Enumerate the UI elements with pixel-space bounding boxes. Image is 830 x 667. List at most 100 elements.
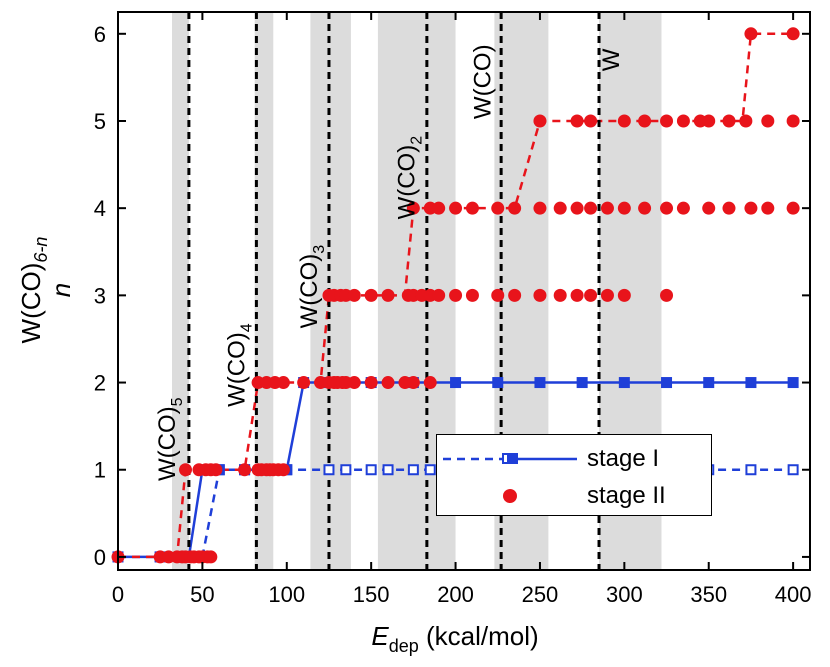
data-point-stage1-open (340, 464, 352, 476)
legend: stage I stage II (436, 434, 712, 516)
shaded-band (172, 12, 189, 570)
data-point-stage2 (617, 114, 631, 128)
data-point-stage2 (347, 288, 361, 302)
data-point-stage1 (576, 377, 588, 389)
data-point-stage2 (584, 114, 598, 128)
data-point-stage2 (297, 376, 311, 390)
data-point-stage2 (364, 288, 378, 302)
data-point-stage1 (661, 377, 673, 389)
data-point-stage2 (786, 27, 800, 41)
data-point-stage2 (406, 201, 420, 215)
data-point-stage2 (638, 201, 652, 215)
y-tick-label: 2 (94, 371, 106, 396)
data-point-stage2 (491, 288, 505, 302)
annotation-text: W (598, 48, 625, 71)
legend-symbols (443, 453, 577, 503)
legend-item-stage-1: stage I (437, 441, 711, 479)
annotation-label: W(CO)5 (154, 397, 186, 481)
x-tick-label: 100 (268, 582, 305, 607)
x-tick-label: 300 (606, 582, 643, 607)
data-point-stage2 (660, 288, 674, 302)
annotation-subscript: 3 (311, 245, 328, 254)
data-point-stage2 (744, 201, 758, 215)
x-tick-label: 0 (112, 582, 124, 607)
data-point-stage1 (534, 377, 546, 389)
data-point-stage2 (660, 114, 674, 128)
data-point-stage2 (570, 288, 584, 302)
data-point-stage1-open (365, 464, 377, 476)
annotations: W(CO)5 W(CO)4 W(CO)3W(CO)2W(CO) W (154, 44, 625, 481)
data-point-stage1 (618, 377, 630, 389)
y-axis-label: n (46, 283, 76, 297)
data-point-stage1-open (407, 464, 419, 476)
data-point-stage2 (739, 114, 753, 128)
x-tick-label: 200 (437, 582, 474, 607)
plot-frame (117, 11, 811, 571)
legend-stage1-square (507, 453, 518, 464)
data-point-stage1 (787, 377, 799, 389)
axis-labels: Edep (kcal/mol) n W(CO)6-n (16, 237, 539, 656)
data-point-stage2 (381, 376, 395, 390)
data-point-stage2 (347, 376, 361, 390)
data-point-stage2 (533, 201, 547, 215)
annotation-text: W(CO) (154, 406, 181, 481)
data-point-stage1 (492, 377, 504, 389)
legend-label: stage I (587, 445, 660, 472)
data-point-stage2 (786, 201, 800, 215)
data-point-stage2 (209, 463, 223, 477)
data-point-stage2 (676, 114, 690, 128)
shaded-band (254, 12, 274, 570)
data-point-stage2 (423, 376, 437, 390)
data-point-stage1-open (382, 464, 394, 476)
data-point-stage2 (238, 463, 252, 477)
data-point-stage2 (722, 114, 736, 128)
data-point-stage1 (745, 377, 757, 389)
legend-item-stage-2: stage II (437, 478, 711, 516)
data-point-stage2 (676, 201, 690, 215)
data-point-stage2 (761, 114, 775, 128)
annotation-label: W(CO)2 (394, 136, 426, 220)
y-tick-label: 5 (94, 109, 106, 134)
data-point-stage2 (533, 288, 547, 302)
data-point-stage2 (600, 288, 614, 302)
y-tick-label: 6 (94, 22, 106, 47)
annotation-text: W(CO) (394, 145, 421, 220)
data-point-stage2 (204, 550, 218, 564)
y-axis-ticks: 0 1 2 3 4 5 6 (94, 22, 810, 570)
data-point-stage2 (276, 463, 290, 477)
annotation-text: W(CO) (296, 254, 323, 329)
data-point-stage2 (553, 288, 567, 302)
data-point-stage2 (508, 288, 522, 302)
x-tick-label: 350 (690, 582, 727, 607)
annotation-subscript: 2 (409, 136, 426, 145)
data-point-stage2 (432, 201, 446, 215)
data-point-stage2 (744, 27, 758, 41)
data-point-stage2 (584, 288, 598, 302)
data-point-stage2 (465, 288, 479, 302)
data-point-stage2 (600, 201, 614, 215)
annotation-label: W (598, 48, 625, 71)
annotation-label: W(CO)4 (223, 323, 255, 407)
y-tick-label: 4 (94, 196, 106, 221)
x-axis-label: Edep (kcal/mol) (371, 621, 538, 656)
data-point-stage2 (786, 114, 800, 128)
y-tick-label: 0 (94, 545, 106, 570)
data-point-stage2 (465, 201, 479, 215)
data-point-stage2 (449, 201, 463, 215)
data-point-stage2 (617, 288, 631, 302)
legend-label: stage II (587, 482, 666, 509)
data-point-stage2 (638, 114, 652, 128)
data-point-stage2 (432, 288, 446, 302)
data-point-stage2 (276, 376, 290, 390)
data-point-stage2 (761, 201, 775, 215)
data-point-stage2 (702, 114, 716, 128)
annotation-text: W(CO) (223, 332, 250, 407)
data-point-stage2 (179, 463, 193, 477)
annotation-label: W(CO)3 (296, 245, 328, 329)
annotation-text: W(CO) (470, 44, 497, 119)
x-tick-label: 50 (190, 582, 214, 607)
data-point-stage2 (533, 114, 547, 128)
data-point-stage1 (450, 377, 462, 389)
data-point-stage2 (491, 201, 505, 215)
